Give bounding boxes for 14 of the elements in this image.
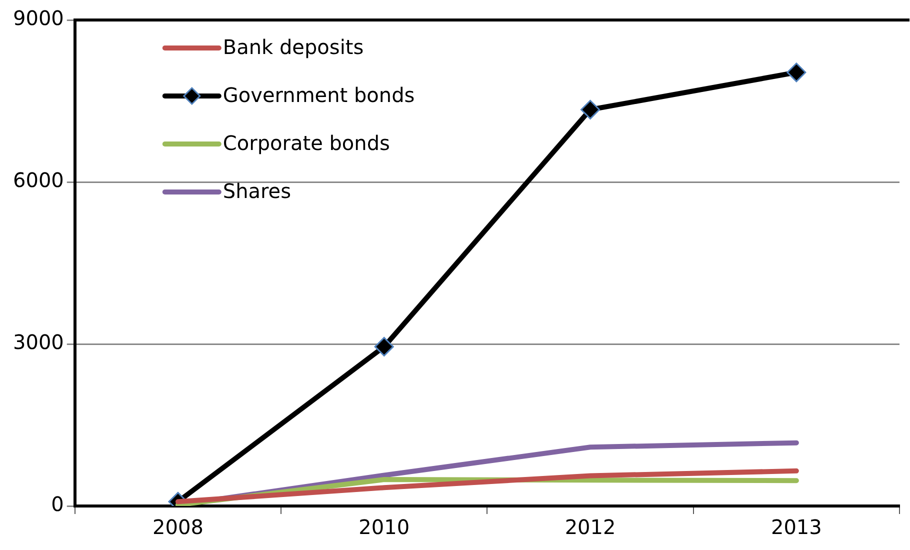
point (580, 100, 600, 120)
y-tick-label: 3000 (12, 330, 64, 354)
point (786, 62, 806, 82)
legend-label: Bank deposits (222, 35, 364, 60)
x-tick-label: 2012 (564, 515, 616, 540)
y-tick-label: 9000 (12, 6, 64, 30)
x-tick-label: 2008 (152, 515, 204, 540)
legend-label: Shares (222, 179, 292, 204)
x-tick-label: 2013 (770, 515, 822, 540)
x-tick-label: 2010 (358, 515, 410, 540)
y-tick-label: 0 (51, 492, 64, 516)
legend-label: Government bonds (222, 83, 415, 108)
y-tick-label: 6000 (12, 168, 64, 192)
legend-label: Corporate bonds (222, 131, 390, 156)
